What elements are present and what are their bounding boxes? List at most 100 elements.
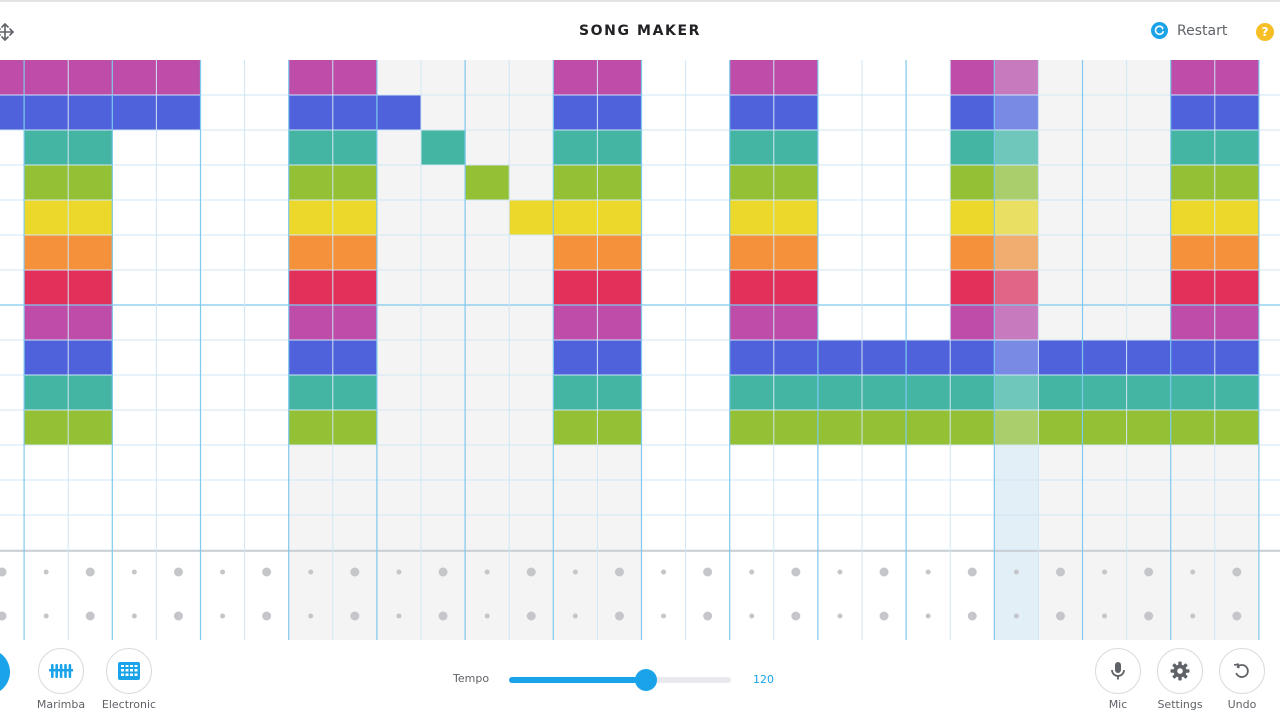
note-cell[interactable] bbox=[332, 235, 378, 271]
rhythm-beat-dot[interactable] bbox=[43, 569, 49, 575]
note-cell[interactable] bbox=[376, 95, 422, 131]
rhythm-beat-dot[interactable] bbox=[703, 611, 713, 621]
note-cell[interactable] bbox=[332, 60, 378, 96]
note-cell[interactable] bbox=[332, 95, 378, 131]
note-cell[interactable] bbox=[24, 130, 69, 166]
note-cell[interactable] bbox=[68, 130, 113, 166]
note-cell[interactable] bbox=[729, 200, 775, 236]
grid-canvas[interactable] bbox=[0, 60, 1280, 640]
marimba-instrument-button[interactable] bbox=[38, 648, 84, 694]
note-cell[interactable] bbox=[597, 270, 642, 306]
note-cell[interactable] bbox=[288, 410, 334, 446]
note-cell[interactable] bbox=[817, 375, 863, 411]
note-cell[interactable] bbox=[332, 270, 378, 306]
note-cell[interactable] bbox=[994, 165, 1039, 201]
note-cell[interactable] bbox=[553, 305, 598, 341]
note-cell[interactable] bbox=[906, 375, 951, 411]
rhythm-beat-dot[interactable] bbox=[1013, 569, 1019, 575]
note-cell[interactable] bbox=[68, 235, 113, 271]
note-cell[interactable] bbox=[24, 200, 69, 236]
rhythm-beat-dot[interactable] bbox=[1102, 613, 1108, 619]
rhythm-beat-dot[interactable] bbox=[396, 569, 402, 575]
note-cell[interactable] bbox=[1170, 410, 1216, 446]
note-cell[interactable] bbox=[68, 60, 113, 96]
note-cell[interactable] bbox=[597, 375, 642, 411]
rhythm-beat-dot[interactable] bbox=[484, 613, 490, 619]
note-cell[interactable] bbox=[553, 60, 598, 96]
note-cell[interactable] bbox=[950, 165, 995, 201]
note-cell[interactable] bbox=[597, 410, 642, 446]
rhythm-beat-dot[interactable] bbox=[925, 569, 931, 575]
note-cell[interactable] bbox=[950, 200, 995, 236]
note-cell[interactable] bbox=[24, 95, 69, 131]
rhythm-beat-dot[interactable] bbox=[837, 613, 843, 619]
rhythm-beat-dot[interactable] bbox=[350, 611, 360, 621]
rhythm-beat-dot[interactable] bbox=[262, 611, 272, 621]
note-cell[interactable] bbox=[729, 410, 775, 446]
note-cell[interactable] bbox=[24, 410, 69, 446]
rhythm-beat-dot[interactable] bbox=[879, 611, 889, 621]
rhythm-beat-dot[interactable] bbox=[1013, 613, 1019, 619]
rhythm-beat-dot[interactable] bbox=[791, 611, 801, 621]
rhythm-beat-dot[interactable] bbox=[614, 567, 624, 577]
note-cell[interactable] bbox=[862, 340, 907, 376]
note-cell[interactable] bbox=[773, 165, 819, 201]
note-cell[interactable] bbox=[950, 235, 995, 271]
rhythm-beat-dot[interactable] bbox=[1144, 567, 1154, 577]
note-cell[interactable] bbox=[1214, 270, 1260, 306]
note-cell[interactable] bbox=[24, 60, 69, 96]
note-cell[interactable] bbox=[465, 165, 510, 201]
note-cell[interactable] bbox=[1126, 410, 1172, 446]
note-cell[interactable] bbox=[553, 235, 598, 271]
rhythm-beat-dot[interactable] bbox=[1144, 611, 1154, 621]
note-cell[interactable] bbox=[288, 270, 334, 306]
mic-button[interactable] bbox=[1095, 648, 1141, 694]
note-cell[interactable] bbox=[332, 340, 378, 376]
note-cell[interactable] bbox=[68, 165, 113, 201]
note-cell[interactable] bbox=[994, 340, 1039, 376]
note-cell[interactable] bbox=[1214, 375, 1260, 411]
note-cell[interactable] bbox=[950, 410, 995, 446]
note-cell[interactable] bbox=[994, 235, 1039, 271]
note-cell[interactable] bbox=[1038, 375, 1083, 411]
note-cell[interactable] bbox=[773, 410, 819, 446]
electronic-instrument-button[interactable] bbox=[106, 648, 152, 694]
note-cell[interactable] bbox=[0, 60, 25, 96]
note-cell[interactable] bbox=[906, 410, 951, 446]
rhythm-beat-dot[interactable] bbox=[749, 569, 755, 575]
note-cell[interactable] bbox=[68, 340, 113, 376]
note-cell[interactable] bbox=[950, 95, 995, 131]
note-cell[interactable] bbox=[553, 375, 598, 411]
rhythm-beat-dot[interactable] bbox=[1232, 567, 1242, 577]
note-cell[interactable] bbox=[112, 60, 157, 96]
note-cell[interactable] bbox=[24, 375, 69, 411]
note-cell[interactable] bbox=[509, 200, 554, 236]
note-cell[interactable] bbox=[994, 130, 1039, 166]
rhythm-beat-dot[interactable] bbox=[173, 611, 183, 621]
note-cell[interactable] bbox=[597, 305, 642, 341]
note-cell[interactable] bbox=[1082, 375, 1128, 411]
rhythm-beat-dot[interactable] bbox=[526, 567, 536, 577]
note-cell[interactable] bbox=[773, 305, 819, 341]
note-cell[interactable] bbox=[1126, 340, 1172, 376]
note-cell[interactable] bbox=[950, 270, 995, 306]
note-cell[interactable] bbox=[332, 200, 378, 236]
note-cell[interactable] bbox=[1170, 165, 1216, 201]
note-cell[interactable] bbox=[773, 375, 819, 411]
note-cell[interactable] bbox=[288, 235, 334, 271]
rhythm-beat-dot[interactable] bbox=[614, 611, 624, 621]
restart-button[interactable]: Restart bbox=[1151, 22, 1227, 39]
note-cell[interactable] bbox=[994, 60, 1039, 96]
note-cell[interactable] bbox=[332, 375, 378, 411]
rhythm-beat-dot[interactable] bbox=[0, 567, 7, 577]
note-cell[interactable] bbox=[553, 165, 598, 201]
note-cell[interactable] bbox=[1214, 235, 1260, 271]
note-cell[interactable] bbox=[729, 375, 775, 411]
rhythm-beat-dot[interactable] bbox=[262, 567, 272, 577]
note-cell[interactable] bbox=[1214, 95, 1260, 131]
rhythm-beat-dot[interactable] bbox=[350, 567, 360, 577]
note-cell[interactable] bbox=[1170, 305, 1216, 341]
rhythm-beat-dot[interactable] bbox=[749, 613, 755, 619]
note-cell[interactable] bbox=[994, 200, 1039, 236]
rhythm-beat-dot[interactable] bbox=[1102, 569, 1108, 575]
